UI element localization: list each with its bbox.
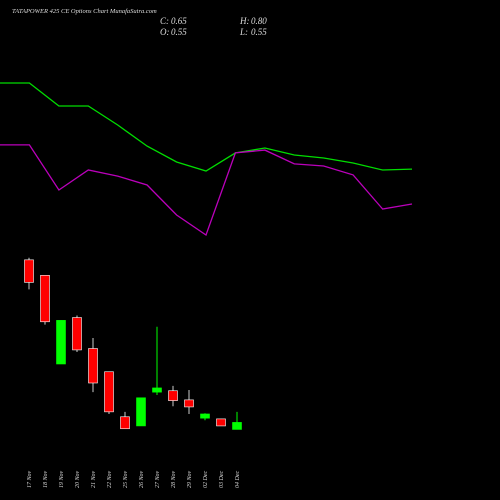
candle-body: [104, 371, 114, 413]
candle-body: [24, 259, 34, 283]
candle-body: [56, 320, 66, 365]
x-tick-label: 17 Nov: [27, 470, 33, 488]
quote-label: H:: [239, 16, 250, 26]
candle-body: [88, 348, 98, 384]
quote-value: 0.55: [171, 27, 187, 37]
x-tick-label: 20 Nov: [75, 470, 81, 488]
x-tick-label: 28 Nov: [171, 470, 177, 488]
x-tick-label: 22 Nov: [107, 470, 113, 488]
x-tick-label: 29 Nov: [187, 470, 193, 488]
indicator-line: [0, 82, 413, 172]
x-tick-label: 27 Nov: [155, 470, 161, 488]
quote-value: 0.55: [251, 27, 267, 37]
quote-label: L:: [239, 27, 248, 37]
candle-body: [152, 387, 162, 393]
candle-body: [168, 390, 178, 401]
x-tick-label: 21 Nov: [91, 470, 97, 488]
candle-body: [120, 416, 130, 430]
chart-title: TATAPOWER 425 CE Options Chart MunafaSut…: [12, 8, 157, 15]
candle-body: [72, 317, 82, 351]
quote-label: O:: [160, 27, 170, 37]
quote-value: 0.65: [171, 16, 187, 26]
x-tick-label: 02 Dec: [203, 471, 209, 488]
x-tick-label: 04 Dec: [234, 471, 241, 488]
candle-body: [136, 397, 146, 427]
quote-label: C:: [160, 16, 169, 26]
candle-body: [200, 413, 210, 419]
candle-body: [232, 422, 242, 430]
x-tick-label: 18 Nov: [43, 470, 49, 488]
x-tick-label: 25 Nov: [123, 470, 129, 488]
x-tick-label: 19 Nov: [59, 470, 65, 488]
candle-body: [40, 275, 50, 323]
candle-body: [184, 399, 194, 408]
quote-value: 0.80: [251, 16, 267, 26]
indicator-line: [0, 144, 413, 237]
x-tick-label: 03 Dec: [219, 471, 225, 488]
candle-body: [216, 418, 226, 427]
x-tick-label: 26 Nov: [139, 470, 145, 488]
